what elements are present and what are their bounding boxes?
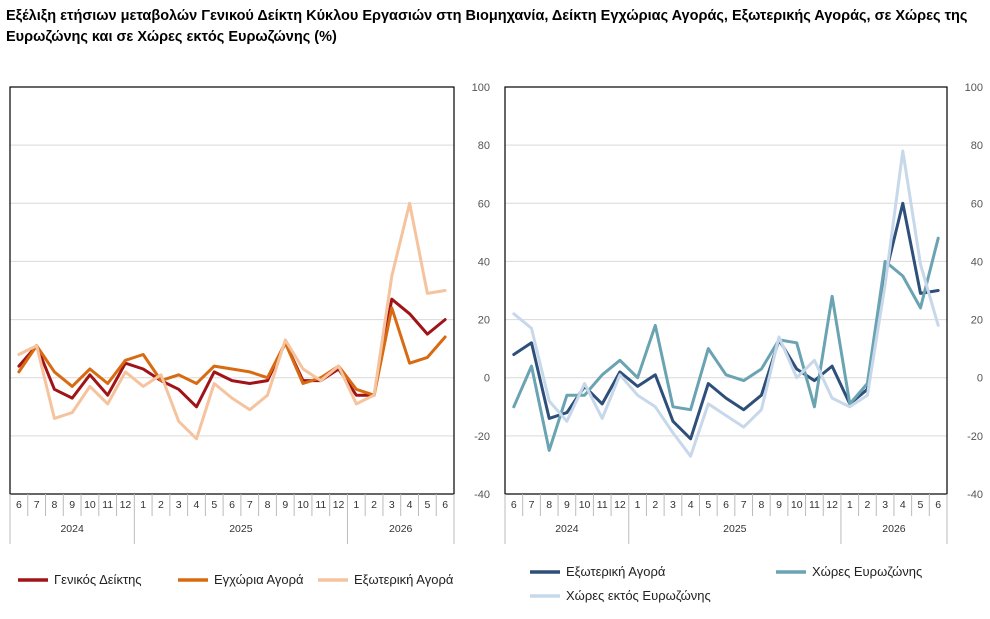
x-tick-label: 10 [297,499,309,511]
x-tick-label: 9 [564,499,570,511]
x-tick-label: 6 [511,499,517,511]
x-tick-label: 8 [51,499,57,511]
x-tick-label: 3 [176,499,182,511]
legend-label: Εγχώρια Αγορά [214,572,304,587]
x-tick-label: 2 [865,499,871,511]
x-tick-label: 9 [69,499,75,511]
x-tick-label: 7 [529,499,535,511]
x-tick-label: 8 [546,499,552,511]
x-tick-label: 1 [635,499,641,511]
y-tick-label: 20 [478,315,490,327]
x-tick-label: 1 [140,499,146,511]
y-tick-label: 80 [478,140,490,152]
chart-title: Εξέλιξη ετήσιων μεταβολών Γενικού Δείκτη… [6,8,968,45]
series-line [512,201,940,441]
x-tick-label: 6 [935,499,941,511]
x-tick-label: 3 [389,499,395,511]
y-tick-label: 40 [971,256,983,268]
x-tick-label: 12 [826,499,838,511]
x-tick-label: 12 [120,499,132,511]
y-tick-label: 40 [478,256,490,268]
x-tick-label: 5 [424,499,430,511]
y-tick-label: 100 [472,82,490,94]
x-tick-label: 4 [407,499,413,511]
y-tick-label: -20 [474,431,490,443]
year-label: 2026 [389,523,413,535]
x-tick-label: 9 [776,499,782,511]
y-tick-label: 60 [478,198,490,210]
x-tick-label: 1 [847,499,853,511]
y-tick-label: -40 [474,489,490,501]
x-tick-label: 6 [16,499,22,511]
x-tick-label: 8 [758,499,764,511]
y-tick-label: 60 [971,198,983,210]
legend-label: Εξωτερική Αγορά [566,564,666,579]
x-tick-label: 8 [265,499,271,511]
year-label: 2024 [60,523,84,535]
x-tick-label: 11 [597,499,608,511]
legend-label: Χώρες εκτός Ευρωζώνης [566,588,711,603]
x-tick-label: 4 [688,499,694,511]
y-tick-label: 20 [971,315,983,327]
x-tick-label: 11 [102,499,113,511]
legend-label: Εξωτερική Αγορά [354,572,454,587]
x-tick-label: 7 [247,499,253,511]
x-tick-label: 5 [918,499,924,511]
x-tick-label: 7 [741,499,747,511]
series-line [512,149,940,458]
series-line [512,236,940,452]
y-tick-label: 0 [977,373,983,385]
legend-label: Γενικός Δείκτης [54,572,142,587]
y-tick-label: -40 [967,489,983,501]
year-label: 2026 [882,523,906,535]
x-tick-label: 3 [670,499,676,511]
x-tick-label: 5 [705,499,711,511]
x-tick-label: 7 [34,499,40,511]
x-tick-label: 2 [371,499,377,511]
x-tick-label: 9 [282,499,288,511]
x-tick-label: 2 [158,499,164,511]
x-tick-label: 11 [315,499,326,511]
x-tick-label: 5 [211,499,217,511]
y-tick-label: 100 [965,82,983,94]
x-tick-label: 12 [333,499,345,511]
x-tick-label: 12 [614,499,626,511]
y-tick-label: 0 [484,373,490,385]
series-line [17,201,447,441]
x-tick-label: 4 [900,499,906,511]
year-label: 2025 [229,523,253,535]
x-tick-label: 10 [84,499,96,511]
x-tick-label: 3 [882,499,888,511]
x-tick-label: 11 [809,499,820,511]
x-tick-label: 10 [579,499,591,511]
y-tick-label: 80 [971,140,983,152]
x-tick-label: 6 [442,499,448,511]
plot-frame [504,86,948,495]
year-label: 2025 [723,523,747,535]
x-tick-label: 6 [723,499,729,511]
legend-label: Χώρες Ευρωζώνης [812,564,922,579]
x-tick-label: 6 [229,499,235,511]
x-tick-label: 4 [194,499,200,511]
x-tick-label: 1 [353,499,359,511]
x-tick-label: 2 [652,499,658,511]
y-tick-label: -20 [967,431,983,443]
year-label: 2024 [555,523,579,535]
x-tick-label: 10 [791,499,803,511]
plot-frame [9,86,455,495]
